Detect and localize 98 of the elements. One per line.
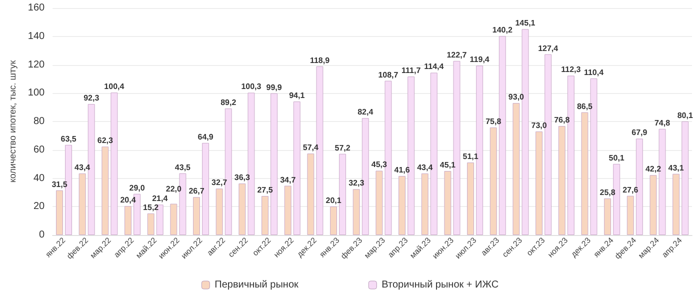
bar xyxy=(216,188,223,235)
data-label: 42,2 xyxy=(645,164,662,174)
data-label: 122,7 xyxy=(446,50,468,60)
data-label: 43,4 xyxy=(417,162,434,172)
data-label: 100,3 xyxy=(241,82,262,92)
data-label: 100,4 xyxy=(104,82,125,92)
data-label: 15,2 xyxy=(143,202,160,212)
y-axis-title: количество ипотек, тыс. штук xyxy=(8,60,18,183)
bar xyxy=(202,142,210,235)
data-label: 119,4 xyxy=(470,55,490,64)
data-label: 75,8 xyxy=(486,116,502,126)
bar xyxy=(398,176,406,235)
data-label: 57,2 xyxy=(334,143,351,152)
data-label: 50,1 xyxy=(608,153,625,162)
data-label: 43,5 xyxy=(174,162,192,172)
data-label: 20,4 xyxy=(120,196,136,205)
y-tick-label: 160 xyxy=(28,2,46,14)
data-label: 27,5 xyxy=(257,185,274,194)
data-label: 76,8 xyxy=(554,116,570,125)
bar xyxy=(408,76,415,235)
data-label: 29,0 xyxy=(129,183,146,192)
data-label: 64,9 xyxy=(198,132,214,142)
data-label: 93,0 xyxy=(508,92,525,102)
data-label: 82,4 xyxy=(358,108,374,117)
data-label: 73,0 xyxy=(531,120,548,130)
bar xyxy=(262,196,268,235)
data-label: 94,1 xyxy=(289,90,306,100)
data-label: 45,1 xyxy=(440,160,456,170)
legend-label: Вторичный рынок + ИЖС xyxy=(382,280,499,290)
y-tick-label: 40 xyxy=(33,172,46,184)
bar xyxy=(604,198,612,235)
y-tick-label: 120 xyxy=(28,59,46,70)
data-label: 67,9 xyxy=(632,128,648,138)
bar xyxy=(376,170,383,235)
bar xyxy=(56,190,63,235)
data-label: 118,9 xyxy=(310,56,330,65)
data-label: 140,2 xyxy=(492,26,513,35)
data-label: 43,1 xyxy=(668,163,684,172)
data-label: 92,3 xyxy=(84,94,100,103)
data-label: 25,8 xyxy=(600,188,616,197)
data-label: 63,5 xyxy=(60,134,77,144)
bar xyxy=(330,206,337,235)
data-label: 27,6 xyxy=(622,185,639,194)
data-label: 62,3 xyxy=(97,136,114,146)
bar xyxy=(170,204,178,235)
data-label: 43,4 xyxy=(74,162,91,172)
bar xyxy=(626,196,634,235)
data-label: 34,7 xyxy=(280,175,296,184)
bar xyxy=(124,206,132,235)
bar xyxy=(544,54,552,235)
bar xyxy=(490,127,497,235)
bar xyxy=(307,154,314,235)
data-label: 51,1 xyxy=(462,152,479,161)
data-label: 111,7 xyxy=(401,66,422,76)
y-tick-label: 80 xyxy=(33,116,46,127)
data-label: 110,4 xyxy=(584,68,604,77)
y-tick-label: 140 xyxy=(28,30,46,42)
data-label: 32,3 xyxy=(348,178,365,188)
data-label: 22,0 xyxy=(166,184,182,194)
data-label: 108,7 xyxy=(378,70,399,80)
y-tick-label: 20 xyxy=(33,201,46,212)
bar xyxy=(284,186,292,235)
bar xyxy=(352,189,360,235)
data-label: 31,5 xyxy=(52,180,68,189)
data-label: 20,1 xyxy=(326,196,342,205)
bar xyxy=(193,197,200,235)
bar xyxy=(536,131,543,235)
y-tick-label: 100 xyxy=(28,88,46,99)
legend-label: Первичный рынок xyxy=(214,280,300,290)
data-label: 32,7 xyxy=(212,178,228,188)
data-label: 21,4 xyxy=(152,194,168,204)
y-tick-label: 60 xyxy=(33,144,46,156)
bar xyxy=(102,146,109,235)
bar xyxy=(147,213,154,235)
bar xyxy=(467,162,474,235)
data-label: 45,3 xyxy=(371,160,388,170)
data-label: 145,1 xyxy=(515,18,536,28)
data-label: 127,4 xyxy=(538,44,559,53)
bar xyxy=(672,174,680,235)
data-label: 114,4 xyxy=(424,62,444,72)
data-label: 57,4 xyxy=(302,143,320,152)
data-label: 36,3 xyxy=(234,173,251,182)
data-label: 86,5 xyxy=(576,102,594,111)
data-label: 80,1 xyxy=(677,110,694,120)
bar xyxy=(421,173,428,235)
data-label: 112,3 xyxy=(561,65,582,74)
data-label: 99,9 xyxy=(266,82,282,92)
bar xyxy=(238,184,246,235)
data-label: 74,8 xyxy=(654,118,671,128)
data-label: 41,6 xyxy=(394,165,410,174)
data-label: 26,7 xyxy=(188,186,205,196)
data-label: 89,2 xyxy=(220,98,237,107)
bar xyxy=(558,126,566,235)
bar xyxy=(270,93,278,235)
bar xyxy=(78,173,86,235)
y-tick-label: 0 xyxy=(39,230,46,240)
bar xyxy=(65,144,72,235)
bar xyxy=(613,164,620,235)
